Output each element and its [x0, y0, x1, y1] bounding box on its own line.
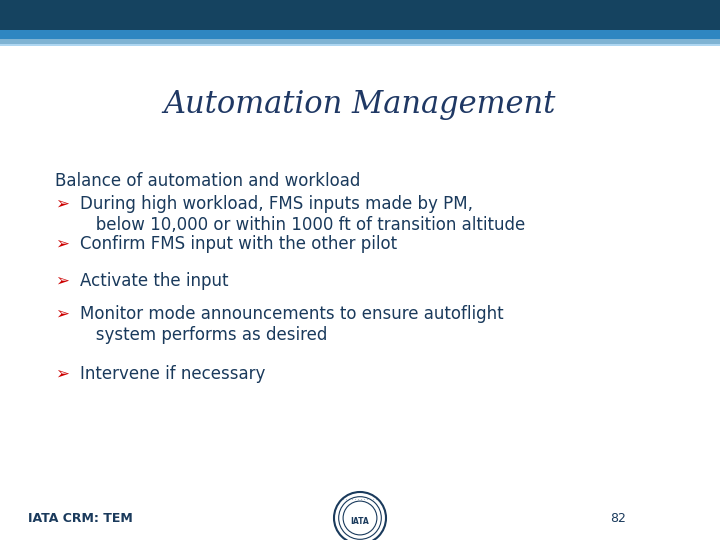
- Text: ➢: ➢: [55, 272, 69, 290]
- Bar: [0, 39, 720, 44]
- Text: IATA CRM: TEM: IATA CRM: TEM: [28, 511, 132, 524]
- Bar: [0, 0, 720, 30]
- Text: · · · · · · · · · · · ·: · · · · · · · · · · · ·: [343, 496, 377, 502]
- Text: Intervene if necessary: Intervene if necessary: [80, 365, 266, 383]
- Text: 82: 82: [610, 511, 626, 524]
- Text: Confirm FMS input with the other pilot: Confirm FMS input with the other pilot: [80, 235, 397, 253]
- Circle shape: [334, 492, 386, 540]
- Circle shape: [343, 501, 377, 535]
- Text: ➢: ➢: [55, 195, 69, 213]
- Bar: [0, 44, 720, 46]
- Text: Activate the input: Activate the input: [80, 272, 228, 290]
- Text: During high workload, FMS inputs made by PM,
   below 10,000 or within 1000 ft o: During high workload, FMS inputs made by…: [80, 195, 526, 234]
- Circle shape: [338, 497, 382, 539]
- Bar: [0, 30, 720, 39]
- Text: IATA: IATA: [351, 516, 369, 525]
- Text: Automation Management: Automation Management: [164, 90, 556, 120]
- Text: Balance of automation and workload: Balance of automation and workload: [55, 172, 361, 190]
- Text: ➢: ➢: [55, 305, 69, 323]
- Text: ➢: ➢: [55, 235, 69, 253]
- Text: Monitor mode announcements to ensure autoflight
   system performs as desired: Monitor mode announcements to ensure aut…: [80, 305, 503, 344]
- Text: ➢: ➢: [55, 365, 69, 383]
